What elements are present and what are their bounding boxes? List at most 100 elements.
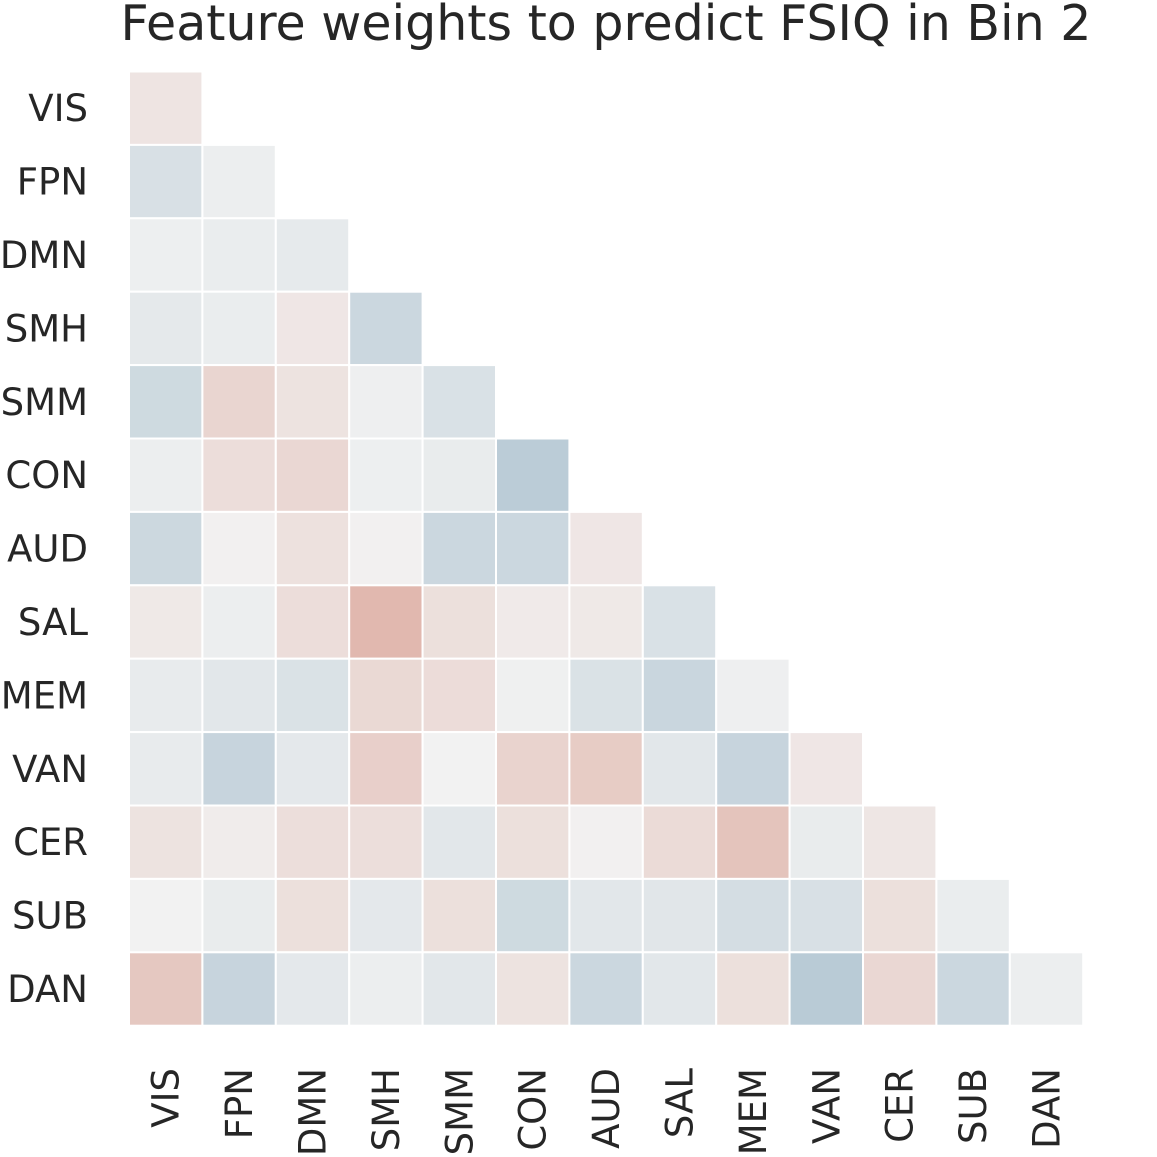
- heatmap-cell-aud-smh: [348, 510, 424, 587]
- heatmap-cell-sal-con: [495, 584, 571, 660]
- heatmap-cell-dan-aud: [568, 951, 644, 1027]
- heatmap-cell-smm-dmn: [274, 364, 351, 440]
- heatmap-cell-cer-cer: [862, 804, 938, 880]
- heatmap-cell-smm-smm: [421, 364, 498, 440]
- heatmap-cell-cer-mem: [715, 804, 791, 880]
- heatmap-cell-fpn-vis: [128, 143, 204, 220]
- heatmap-cell-aud-smm: [421, 510, 498, 587]
- heatmap-cell-mem-fpn: [201, 657, 277, 734]
- heatmap-cell-mem-smh: [348, 657, 424, 734]
- heatmap-cell-con-fpn: [201, 437, 277, 513]
- heatmap-cell-dan-dmn: [274, 951, 351, 1027]
- heatmap-cell-dan-dan: [1008, 951, 1085, 1027]
- x-tick-label-con: CON: [512, 1068, 555, 1151]
- heatmap-cell-con-smh: [348, 437, 424, 513]
- heatmap-cell-dan-vis: [128, 951, 204, 1027]
- x-axis-tick-labels: VIS FPN DMN SMH SMM CON AUD SAL MEM VAN CER SUB DAN: [145, 1068, 1069, 1156]
- heatmap-cell-van-vis: [128, 731, 204, 807]
- heatmap-cell-van-smm: [421, 731, 498, 807]
- y-tick-label-mem: MEM: [1, 674, 88, 717]
- y-tick-label-sal: SAL: [18, 601, 88, 644]
- heatmap-cell-cer-vis: [128, 804, 204, 880]
- heatmap-cell-sal-fpn: [201, 584, 277, 660]
- y-axis-tick-labels: VIS FPN DMN SMH SMM CON AUD SAL MEM VAN CER SUB DAN: [0, 87, 88, 1011]
- heatmap-cell-sal-aud: [568, 584, 644, 660]
- heatmap-cell-sub-van: [788, 877, 864, 954]
- heatmap-cell-sal-dmn: [274, 584, 351, 660]
- heatmap-cell-dan-mem: [715, 951, 791, 1027]
- heatmap-cell-van-aud: [568, 731, 644, 807]
- heatmap-cell-dan-smh: [348, 951, 424, 1027]
- heatmap-cell-sub-sub: [935, 877, 1011, 954]
- heatmap-cell-aud-aud: [568, 510, 644, 587]
- heatmap-cell-con-vis: [128, 437, 204, 513]
- heatmap-cell-sal-smm: [421, 584, 498, 660]
- heatmap-cell-sal-sal: [641, 584, 718, 660]
- heatmap-cell-van-con: [495, 731, 571, 807]
- heatmap-cell-sal-smh: [348, 584, 424, 660]
- heatmap-cell-van-smh: [348, 731, 424, 807]
- heatmap-cell-cer-dmn: [274, 804, 351, 880]
- heatmap-cell-sal-vis: [128, 584, 204, 660]
- y-tick-label-smm: SMM: [1, 381, 88, 424]
- y-tick-label-aud: AUD: [7, 528, 88, 571]
- heatmap-cell-mem-aud: [568, 657, 644, 734]
- heatmap-cell-smm-fpn: [201, 364, 277, 440]
- heatmap-cell-cer-fpn: [201, 804, 277, 880]
- chart-title: Feature weights to predict FSIQ in Bin 2: [121, 0, 1092, 52]
- y-tick-label-fpn: FPN: [17, 161, 88, 204]
- heatmap-cell-dmn-fpn: [201, 217, 277, 293]
- heatmap-cell-sub-vis: [128, 877, 204, 954]
- heatmap-cell-fpn-fpn: [201, 143, 277, 220]
- heatmap-cell-aud-fpn: [201, 510, 277, 587]
- heatmap-cell-smm-vis: [128, 364, 204, 440]
- heatmap-cell-smh-dmn: [274, 290, 351, 367]
- x-tick-label-smh: SMH: [365, 1068, 408, 1151]
- y-tick-label-dmn: DMN: [0, 234, 88, 277]
- x-tick-label-smm: SMM: [438, 1068, 481, 1155]
- heatmap-cell-mem-vis: [128, 657, 204, 734]
- heatmap-cell-con-con: [495, 437, 571, 513]
- x-tick-label-mem: MEM: [732, 1068, 775, 1155]
- heatmap-cell-smh-vis: [128, 290, 204, 367]
- heatmap-cell-van-mem: [715, 731, 791, 807]
- heatmap-cell-aud-dmn: [274, 510, 351, 587]
- heatmap-cell-sub-mem: [715, 877, 791, 954]
- y-tick-label-cer: CER: [13, 821, 88, 864]
- heatmap-cell-smm-smh: [348, 364, 424, 440]
- heatmap-cell-aud-con: [495, 510, 571, 587]
- heatmap-cell-dan-cer: [862, 951, 938, 1027]
- heatmap-cell-mem-dmn: [274, 657, 351, 734]
- x-tick-label-fpn: FPN: [218, 1068, 261, 1139]
- x-tick-label-cer: CER: [879, 1068, 922, 1143]
- heatmap-cell-mem-mem: [715, 657, 791, 734]
- heatmap-cell-cer-aud: [568, 804, 644, 880]
- y-tick-label-dan: DAN: [7, 968, 88, 1011]
- x-tick-label-dmn: DMN: [292, 1068, 335, 1156]
- heatmap-cell-sub-fpn: [201, 877, 277, 954]
- heatmap-cell-dan-con: [495, 951, 571, 1027]
- heatmap-cell-mem-con: [495, 657, 571, 734]
- heatmap-cell-mem-sal: [641, 657, 718, 734]
- heatmap-cell-aud-vis: [128, 510, 204, 587]
- heatmap-cell-dan-sub: [935, 951, 1011, 1027]
- x-tick-label-sal: SAL: [659, 1068, 702, 1138]
- heatmap-cell-van-sal: [641, 731, 718, 807]
- y-tick-label-van: VAN: [12, 748, 88, 791]
- heatmap-cell-dan-sal: [641, 951, 718, 1027]
- y-tick-label-vis: VIS: [28, 87, 88, 130]
- heatmap-cell-van-dmn: [274, 731, 351, 807]
- heatmap-cell-sub-con: [495, 877, 571, 954]
- heatmap-cell-mem-smm: [421, 657, 498, 734]
- heatmap-cell-van-fpn: [201, 731, 277, 807]
- heatmap-cell-cer-van: [788, 804, 864, 880]
- heatmap-cell-sub-cer: [862, 877, 938, 954]
- y-tick-label-con: CON: [5, 454, 88, 497]
- heatmap-cell-smh-fpn: [201, 290, 277, 367]
- heatmap-cell-dan-van: [788, 951, 864, 1027]
- heatmap-cell-cer-smh: [348, 804, 424, 880]
- heatmap-cell-vis-vis: [128, 70, 204, 146]
- heatmap-cell-cer-con: [495, 804, 571, 880]
- heatmap-cell-sub-aud: [568, 877, 644, 954]
